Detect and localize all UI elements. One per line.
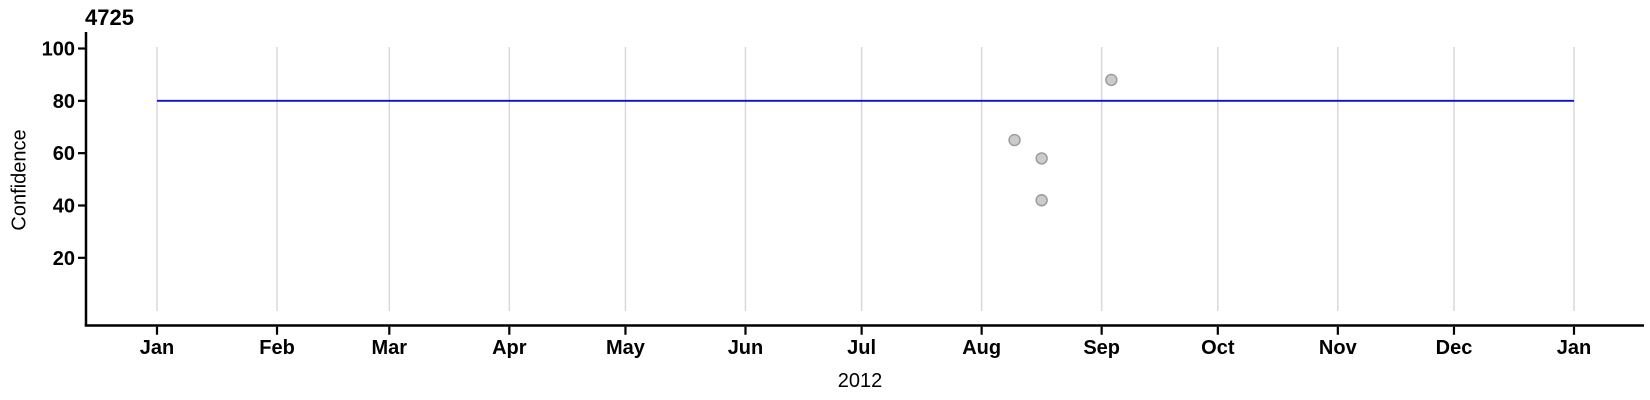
x-tick-label: Nov	[1319, 337, 1358, 359]
data-point	[1105, 73, 1118, 87]
y-tick-label: 80	[53, 91, 75, 113]
x-axis-title: 2012	[837, 370, 883, 392]
x-tick-label: Jul	[847, 337, 876, 359]
x-tick-label: Feb	[259, 337, 295, 359]
y-axis-title: Confidence	[8, 129, 31, 231]
y-tick-label: 60	[53, 143, 75, 165]
x-tick-label: May	[606, 337, 646, 359]
x-tick-label: Oct	[1201, 337, 1235, 359]
x-tick-label: Jan	[140, 337, 174, 359]
y-tick-label: 20	[53, 248, 75, 270]
data-point	[1008, 133, 1021, 147]
x-tick-label: Aug	[962, 337, 1001, 359]
x-tick-label: Mar	[372, 337, 408, 359]
x-tick-label: Sep	[1083, 337, 1120, 359]
x-tick-label: Apr	[492, 337, 527, 359]
data-point	[1035, 152, 1048, 165]
x-tick-label: Jan	[1557, 337, 1591, 359]
x-tick-label: Dec	[1436, 337, 1473, 359]
data-point	[1035, 194, 1048, 207]
x-tick-label: Jun	[728, 337, 764, 359]
y-tick-label: 40	[53, 195, 75, 217]
y-tick-label: 100	[42, 39, 75, 61]
chart-title: 4725	[85, 5, 134, 30]
